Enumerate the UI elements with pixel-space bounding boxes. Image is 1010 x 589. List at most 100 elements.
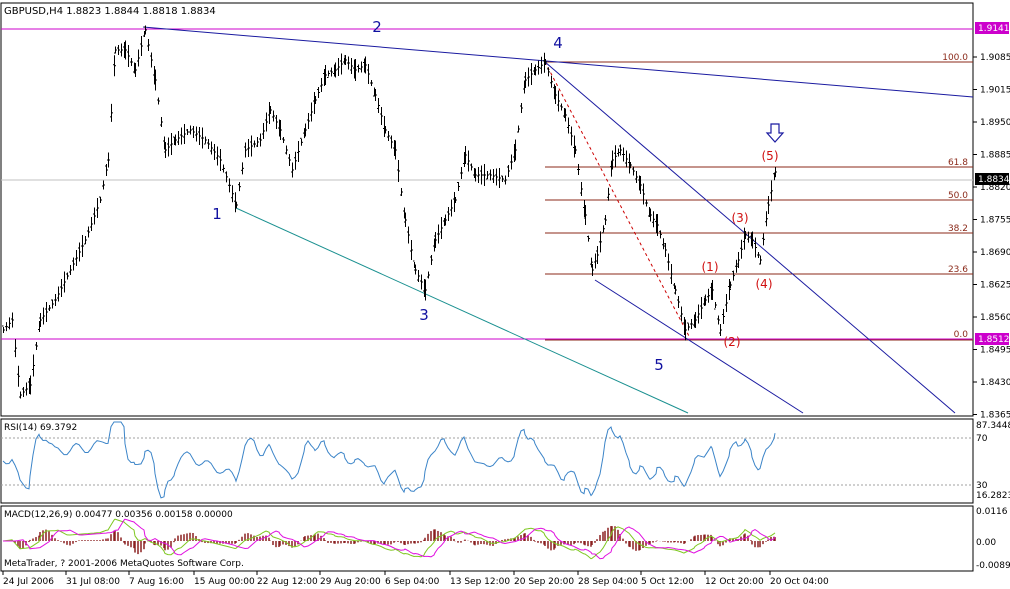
price-bar [66,272,69,280]
price-panel[interactable] [0,2,974,417]
price-bar [177,131,180,145]
price-bar [228,178,231,193]
price-bar [195,126,198,142]
time-tick: 31 Jul 08:00 [66,577,120,587]
wave-label-3: 3 [419,306,429,324]
price-bar [607,187,610,201]
macd-histogram[interactable] [3,526,776,555]
price-bar [310,102,313,122]
price-bar [35,342,38,350]
time-tick: 20 Sep 20:00 [514,577,574,587]
price-bar [501,175,504,182]
price-bar [570,126,573,146]
price-bar [577,164,580,175]
price-bar [291,162,294,178]
price-bar [547,67,550,77]
price-bar [530,63,533,85]
down-arrow-icon[interactable] [765,123,785,143]
price-bar [110,103,113,122]
price-bar [642,183,645,205]
fib-label: 100.0 [942,53,968,63]
price-bar [596,246,599,264]
price-bar [307,113,310,129]
lower-channel-line[interactable] [235,207,689,414]
price-bar [160,117,163,127]
price-bar [244,142,247,158]
fib-label: 23.6 [948,265,968,275]
fib-label: 61.8 [948,158,968,168]
macd-signal-line[interactable] [3,518,776,560]
price-bar [397,160,400,182]
subwave-label-2: (2) [724,335,741,349]
price-bars[interactable] [2,25,777,399]
price-bar [150,52,153,68]
time-tick: 15 Aug 00:00 [194,577,255,587]
price-bar [387,131,390,141]
price-bar [410,240,413,260]
price-bar [407,226,410,244]
price-bar [8,317,11,330]
price-bar [420,274,423,290]
price-bar [167,137,170,157]
price-tick: 1.8885 [980,151,1010,161]
price-tick: 1.8950 [980,118,1010,128]
time-tick: 7 Aug 16:00 [129,577,184,587]
price-bar [635,171,638,183]
price-bar [32,354,35,377]
price-bar [470,163,473,171]
price-bar [154,69,157,91]
channel-lower-line[interactable] [594,279,804,414]
price-bar [517,125,520,133]
price-bar [694,312,697,328]
fibonacci-retracement[interactable]: 100.0 61.8 50.0 38.2 23.6 0.0 [544,53,973,341]
price-bar [78,242,81,262]
macd-panel[interactable] [0,505,974,572]
price-bar [667,253,670,271]
price-bar [81,235,84,257]
support-price-tag [975,333,1009,345]
macd-main-line[interactable] [2,518,776,560]
price-bar [144,25,147,35]
macd-label: MACD(12,26,9) 0.00477 0.00356 0.00158 0.… [4,510,233,520]
price-bar [285,145,288,155]
price-bar [72,257,75,271]
rsi-tick: 70 [976,434,988,444]
rsi-line[interactable] [2,421,776,499]
price-bar [96,198,99,218]
price-bar [164,142,167,158]
price-bar [629,162,632,169]
price-bar [250,135,253,157]
price-bar [170,133,173,155]
price-tick: 1.8820 [980,183,1010,193]
price-bar [759,255,762,265]
price-bar [377,98,380,113]
price-bar [105,164,108,176]
copyright-text: MetaTrader, ? 2001-2006 MetaQuotes Softw… [4,559,244,569]
upper-trendline[interactable] [142,26,974,98]
rsi-tick: 16.2823 [976,491,1010,501]
price-bar [253,140,256,148]
price-bar [120,43,123,57]
price-bar [113,55,116,77]
price-bar [729,281,732,289]
price-bar [602,225,605,234]
price-tick: 1.8625 [980,281,1010,291]
price-bar [714,302,717,310]
price-bar [42,307,45,325]
price-bar [704,294,707,306]
price-bar [632,166,635,176]
price-bar [269,106,272,114]
price-bar [774,167,777,177]
price-bar [213,144,216,160]
rsi-panel[interactable] [0,418,974,504]
price-tick: 1.8495 [980,346,1010,356]
price-bar [330,67,333,77]
price-bar [337,58,340,76]
fib-label: 0.0 [954,330,969,340]
price-bar [737,252,740,268]
price-bar [480,165,483,185]
price-bar [282,137,285,143]
price-bar [687,322,690,331]
price-bar [430,255,433,265]
